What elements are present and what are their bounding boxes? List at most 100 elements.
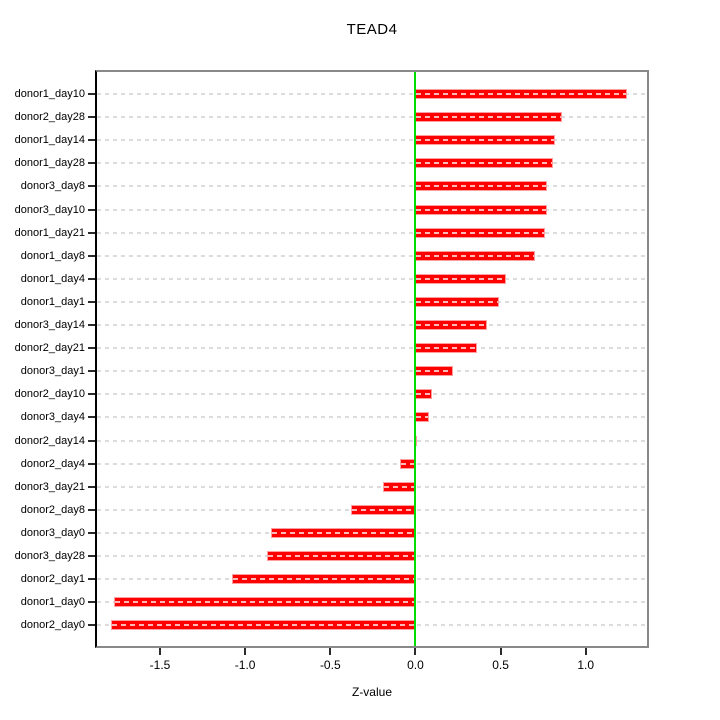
bar [415, 158, 554, 169]
grid-line [97, 416, 647, 419]
bar [415, 181, 547, 192]
grid-line [97, 231, 647, 234]
y-tick [88, 208, 95, 211]
x-tick-label: -1.0 [234, 658, 256, 672]
y-tick [88, 508, 95, 511]
y-tick-label: donor1_day14 [14, 134, 85, 147]
bar-stripe [416, 370, 452, 373]
bar-stripe [416, 139, 555, 142]
y-tick-label: donor2_day10 [14, 388, 85, 401]
y-tick [88, 578, 95, 581]
y-tick [88, 601, 95, 604]
grid-line [97, 93, 647, 95]
bar-stripe [232, 578, 415, 581]
x-tick-label: -1.5 [149, 658, 171, 672]
bar-stripe [416, 254, 534, 257]
y-tick [88, 185, 95, 188]
x-tick [244, 648, 247, 655]
bar [114, 597, 416, 608]
bar [415, 412, 430, 423]
y-tick [88, 416, 95, 419]
bar [383, 481, 416, 492]
y-tick-label: donor3_day4 [20, 411, 85, 424]
plot-inner [97, 72, 647, 646]
y-tick [88, 531, 95, 534]
y-tick [88, 277, 95, 280]
zero-reference-line [414, 72, 416, 646]
bar [267, 551, 416, 561]
y-tick [88, 162, 95, 165]
bar-stripe [271, 531, 415, 534]
grid-line [97, 370, 647, 373]
bar-stripe [416, 162, 553, 165]
y-tick [88, 93, 95, 95]
y-tick-label: donor1_day1 [20, 295, 85, 308]
grid-line [97, 439, 647, 442]
bar [350, 504, 416, 515]
x-tick-label: 0.5 [492, 658, 509, 672]
bar-stripe [416, 324, 486, 326]
plot-area [95, 70, 649, 648]
y-tick-label: donor1_day0 [20, 596, 85, 609]
y-tick-label: donor1_day4 [20, 272, 85, 285]
grid-line [97, 254, 647, 257]
y-tick-label: donor1_day21 [14, 226, 85, 239]
bar [415, 366, 453, 377]
x-tick [329, 648, 332, 655]
grid-line [97, 462, 647, 465]
bar [110, 620, 416, 631]
bar-stripe [115, 601, 415, 604]
x-tick [159, 648, 161, 655]
bar-stripe [416, 300, 498, 303]
grid-line [97, 162, 647, 165]
y-tick-label: donor3_day28 [14, 550, 85, 562]
y-tick [88, 555, 95, 557]
x-tick-label: 1.0 [577, 658, 595, 672]
grid-line [97, 324, 647, 326]
bar-stripe [416, 231, 544, 234]
bar-stripe [351, 508, 415, 511]
bar-stripe [416, 116, 561, 119]
y-tick-label: donor2_day8 [20, 503, 85, 516]
y-tick [88, 116, 95, 119]
y-tick [88, 231, 95, 234]
y-tick [88, 347, 95, 350]
y-tick-label: donor2_day1 [20, 573, 85, 586]
bar [415, 296, 499, 307]
grid-line [97, 185, 647, 188]
bar-stripe [416, 393, 432, 396]
grid-line [97, 139, 647, 142]
y-tick-label: donor2_day28 [14, 111, 85, 124]
bar-stripe [416, 416, 429, 419]
y-tick [88, 462, 95, 465]
x-tick [499, 648, 502, 655]
grid-line [97, 485, 647, 488]
bar [415, 343, 477, 354]
bar-stripe [416, 185, 546, 188]
bar-stripe [384, 485, 415, 488]
bar-stripe [416, 93, 626, 95]
bar [415, 227, 545, 238]
y-tick-label: donor3_day8 [20, 180, 85, 193]
chart-title: TEAD4 [346, 21, 398, 38]
grid-line [97, 116, 647, 119]
y-tick [88, 300, 95, 303]
y-tick-label: donor2_day4 [20, 457, 85, 470]
bar [270, 527, 416, 538]
bar [415, 112, 562, 123]
y-tick-label: donor3_day21 [14, 480, 85, 493]
grid-line [97, 277, 647, 280]
y-tick-label: donor2_day14 [14, 434, 85, 447]
x-tick-label: -0.5 [319, 658, 341, 672]
y-tick-label: donor3_day10 [14, 203, 85, 216]
x-axis-title: Z-value [351, 685, 392, 699]
x-tick [584, 648, 587, 655]
y-tick-label: donor2_day21 [14, 342, 85, 355]
bar [415, 273, 506, 284]
y-tick-label: donor1_day28 [14, 157, 85, 170]
bar [415, 204, 547, 215]
bar [415, 135, 556, 146]
x-tick [414, 648, 417, 655]
y-tick [88, 624, 95, 627]
y-tick [88, 439, 95, 442]
